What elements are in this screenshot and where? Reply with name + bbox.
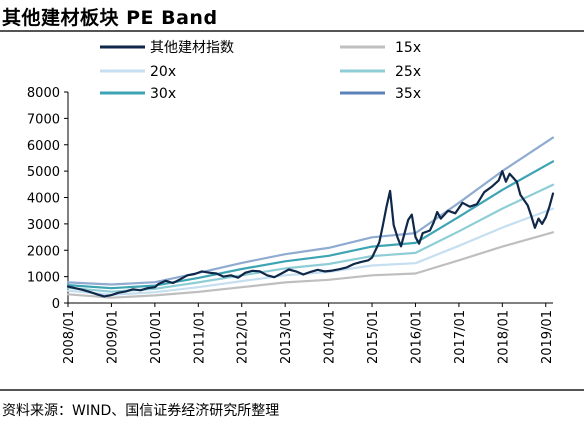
- legend-label: 25x: [395, 64, 421, 80]
- y-axis: 0 1000 2000 3000 4000 5000 6000 7000 8000: [27, 86, 69, 312]
- y-tick-label: 8000: [27, 86, 60, 101]
- x-tick-label: 2009/01: [105, 310, 120, 364]
- legend-label: 20x: [150, 64, 176, 80]
- legend-label: 35x: [395, 86, 421, 102]
- y-tick-label: 1000: [27, 271, 60, 286]
- y-tick-label: 5000: [27, 165, 60, 180]
- chart-title: 其他建材板块 PE Band: [2, 7, 218, 29]
- y-tick-label: 2000: [27, 244, 60, 259]
- x-tick-label: 2010/01: [149, 310, 164, 364]
- plot-area: [66, 136, 555, 299]
- series-line-15x: [66, 231, 555, 299]
- legend: 其他建材指数 15x 20x 25x 30x 35x: [100, 40, 421, 102]
- y-tick-label: 4000: [27, 192, 60, 207]
- x-tick-label: 2014/01: [323, 310, 338, 364]
- x-axis: 2008/01 2009/01 2010/01 2011/01 2012/01 2013/…: [62, 302, 555, 364]
- x-tick-label: 2008/01: [62, 310, 77, 364]
- y-tick-label: 7000: [27, 112, 60, 127]
- x-tick-label: 2012/01: [236, 310, 251, 364]
- x-tick-label: 2017/01: [453, 310, 468, 364]
- x-tick-label: 2019/01: [540, 310, 555, 364]
- x-tick-label: 2016/01: [409, 310, 424, 364]
- legend-label: 15x: [395, 40, 421, 56]
- legend-label: 其他建材指数: [150, 40, 234, 56]
- y-tick-label: 0: [52, 297, 60, 312]
- x-tick-label: 2018/01: [496, 310, 511, 364]
- source-note: 资料来源：WIND、国信证券经济研究所整理: [2, 403, 280, 419]
- title-divider: [0, 30, 584, 32]
- series-line-index: [66, 170, 555, 298]
- pe-band-chart: 其他建材指数 15x 20x 25x 30x 35x 0 1000 2000 3000 4000 5…: [27, 40, 555, 364]
- y-tick-label: 6000: [27, 139, 60, 154]
- x-tick-label: 2011/01: [192, 310, 207, 364]
- source-divider: [0, 389, 584, 391]
- x-tick-label: 2015/01: [366, 310, 381, 364]
- y-tick-label: 3000: [27, 218, 60, 233]
- x-tick-label: 2013/01: [279, 310, 294, 364]
- series-line-30x: [66, 160, 555, 290]
- series-line-35x: [66, 136, 555, 286]
- legend-label: 30x: [150, 86, 176, 102]
